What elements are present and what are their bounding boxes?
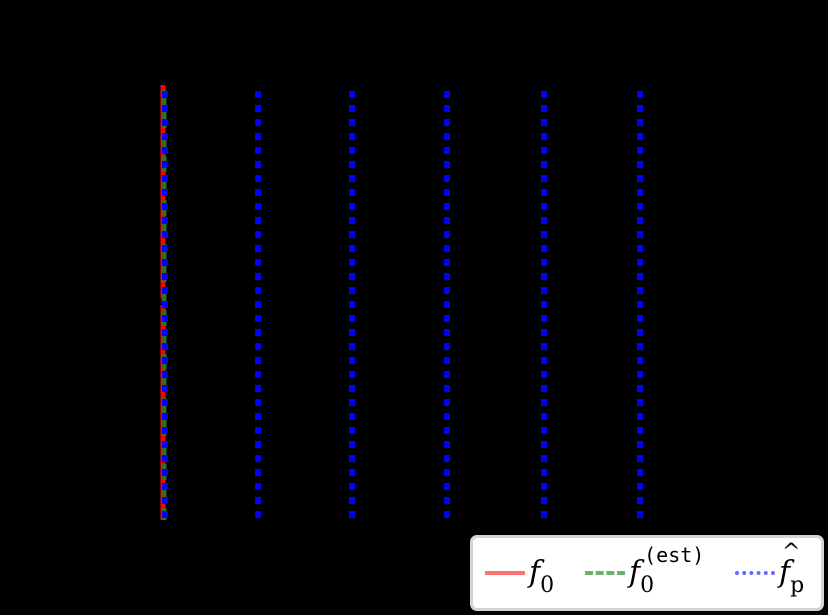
legend-swatch-dashed-green	[585, 571, 625, 575]
legend-item-fhat-p: ^ fp	[735, 538, 804, 608]
legend-swatch-dotted-blue	[735, 571, 775, 575]
legend-item-f0: f0	[485, 538, 554, 608]
legend: f0 f0(est) ^ fp	[470, 535, 824, 611]
legend-label: f0(est)	[629, 543, 705, 598]
legend-item-f0-est: f0(est)	[585, 538, 704, 608]
legend-swatch-solid-red	[485, 571, 525, 575]
legend-label: ^ fp	[779, 540, 805, 598]
legend-label: f0	[529, 555, 555, 598]
